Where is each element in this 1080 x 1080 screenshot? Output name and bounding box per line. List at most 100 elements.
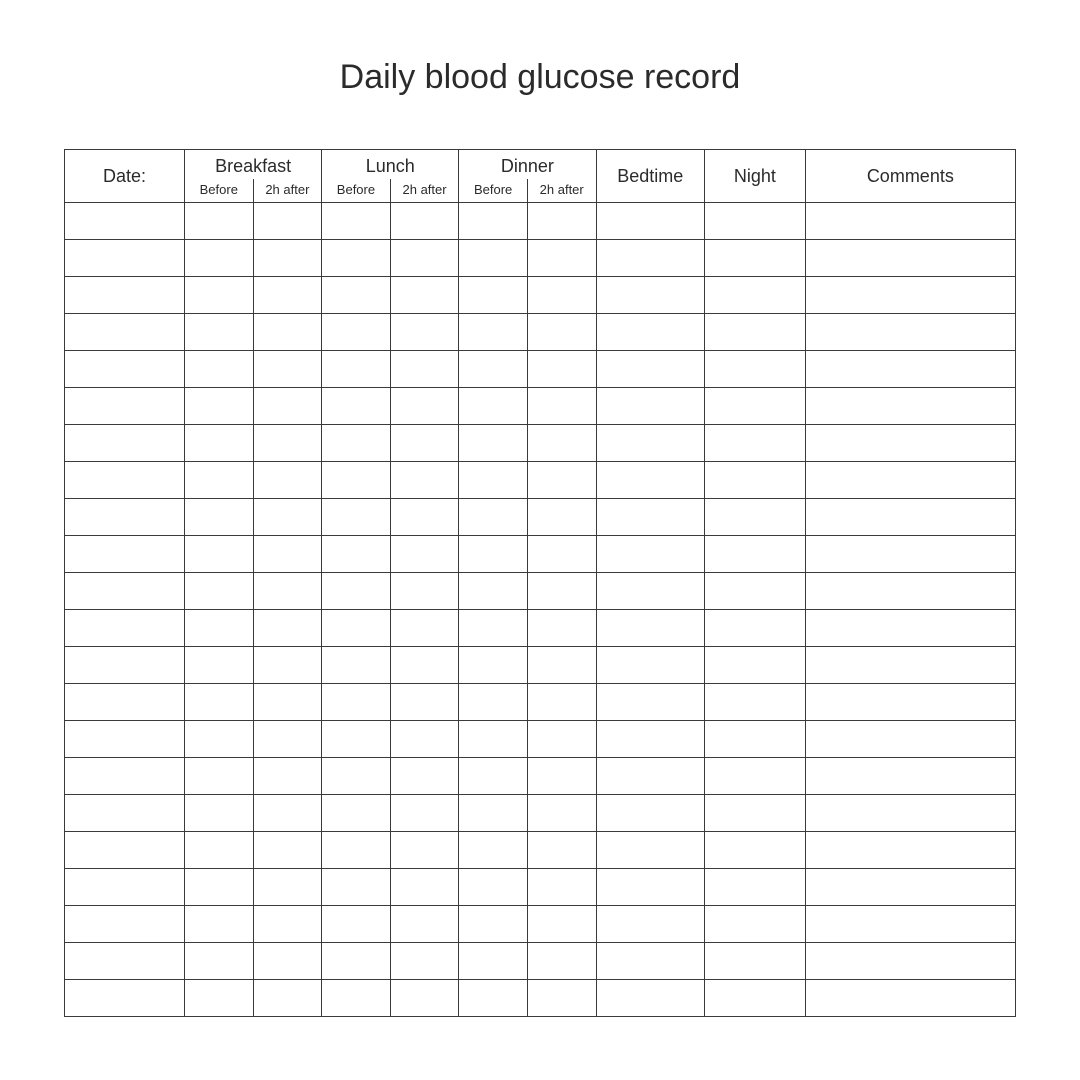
table-cell[interactable] [705,906,806,943]
table-cell[interactable] [527,943,596,980]
table-cell[interactable] [805,314,1015,351]
table-cell[interactable] [185,499,254,536]
table-cell[interactable] [705,351,806,388]
table-cell[interactable] [253,684,322,721]
table-cell[interactable] [596,499,705,536]
table-cell[interactable] [322,499,391,536]
table-cell[interactable] [596,610,705,647]
table-cell[interactable] [390,610,459,647]
table-cell[interactable] [527,647,596,684]
table-cell[interactable] [527,536,596,573]
table-cell[interactable] [185,277,254,314]
table-cell[interactable] [253,536,322,573]
table-cell[interactable] [705,758,806,795]
table-cell[interactable] [253,462,322,499]
table-cell[interactable] [65,499,185,536]
table-cell[interactable] [705,314,806,351]
table-cell[interactable] [322,647,391,684]
table-cell[interactable] [705,684,806,721]
table-cell[interactable] [596,573,705,610]
table-cell[interactable] [705,277,806,314]
table-cell[interactable] [459,573,528,610]
table-cell[interactable] [705,425,806,462]
table-cell[interactable] [253,832,322,869]
table-cell[interactable] [596,240,705,277]
table-cell[interactable] [705,832,806,869]
table-cell[interactable] [185,721,254,758]
table-cell[interactable] [65,277,185,314]
table-cell[interactable] [65,462,185,499]
table-cell[interactable] [253,980,322,1017]
table-cell[interactable] [65,795,185,832]
table-cell[interactable] [253,795,322,832]
table-cell[interactable] [596,943,705,980]
table-cell[interactable] [459,499,528,536]
table-cell[interactable] [527,795,596,832]
table-cell[interactable] [253,351,322,388]
table-cell[interactable] [805,240,1015,277]
table-cell[interactable] [705,869,806,906]
table-cell[interactable] [527,869,596,906]
table-cell[interactable] [459,758,528,795]
table-cell[interactable] [596,277,705,314]
table-cell[interactable] [65,425,185,462]
table-cell[interactable] [390,277,459,314]
table-cell[interactable] [65,758,185,795]
table-cell[interactable] [322,573,391,610]
table-cell[interactable] [390,795,459,832]
table-cell[interactable] [459,610,528,647]
table-cell[interactable] [65,203,185,240]
table-cell[interactable] [805,647,1015,684]
table-cell[interactable] [322,610,391,647]
table-cell[interactable] [527,314,596,351]
table-cell[interactable] [185,684,254,721]
table-cell[interactable] [390,758,459,795]
table-cell[interactable] [805,943,1015,980]
table-cell[interactable] [596,832,705,869]
table-cell[interactable] [185,980,254,1017]
table-cell[interactable] [65,980,185,1017]
table-cell[interactable] [805,906,1015,943]
table-cell[interactable] [253,314,322,351]
table-cell[interactable] [705,536,806,573]
table-cell[interactable] [705,203,806,240]
table-cell[interactable] [65,240,185,277]
table-cell[interactable] [705,610,806,647]
table-cell[interactable] [185,425,254,462]
table-cell[interactable] [185,906,254,943]
table-cell[interactable] [390,499,459,536]
table-cell[interactable] [805,795,1015,832]
table-cell[interactable] [596,980,705,1017]
table-cell[interactable] [459,388,528,425]
table-cell[interactable] [390,203,459,240]
table-cell[interactable] [322,314,391,351]
table-cell[interactable] [527,425,596,462]
table-cell[interactable] [185,869,254,906]
table-cell[interactable] [185,573,254,610]
table-cell[interactable] [459,906,528,943]
table-cell[interactable] [527,684,596,721]
table-cell[interactable] [65,832,185,869]
table-cell[interactable] [527,462,596,499]
table-cell[interactable] [705,573,806,610]
table-cell[interactable] [596,425,705,462]
table-cell[interactable] [322,758,391,795]
table-cell[interactable] [596,388,705,425]
table-cell[interactable] [185,943,254,980]
table-cell[interactable] [322,277,391,314]
table-cell[interactable] [185,610,254,647]
table-cell[interactable] [705,499,806,536]
table-cell[interactable] [253,203,322,240]
table-cell[interactable] [527,203,596,240]
table-cell[interactable] [705,980,806,1017]
table-cell[interactable] [322,832,391,869]
table-cell[interactable] [322,203,391,240]
table-cell[interactable] [185,240,254,277]
table-cell[interactable] [805,499,1015,536]
table-cell[interactable] [322,684,391,721]
table-cell[interactable] [253,240,322,277]
table-cell[interactable] [805,980,1015,1017]
table-cell[interactable] [527,758,596,795]
table-cell[interactable] [390,906,459,943]
table-cell[interactable] [805,203,1015,240]
